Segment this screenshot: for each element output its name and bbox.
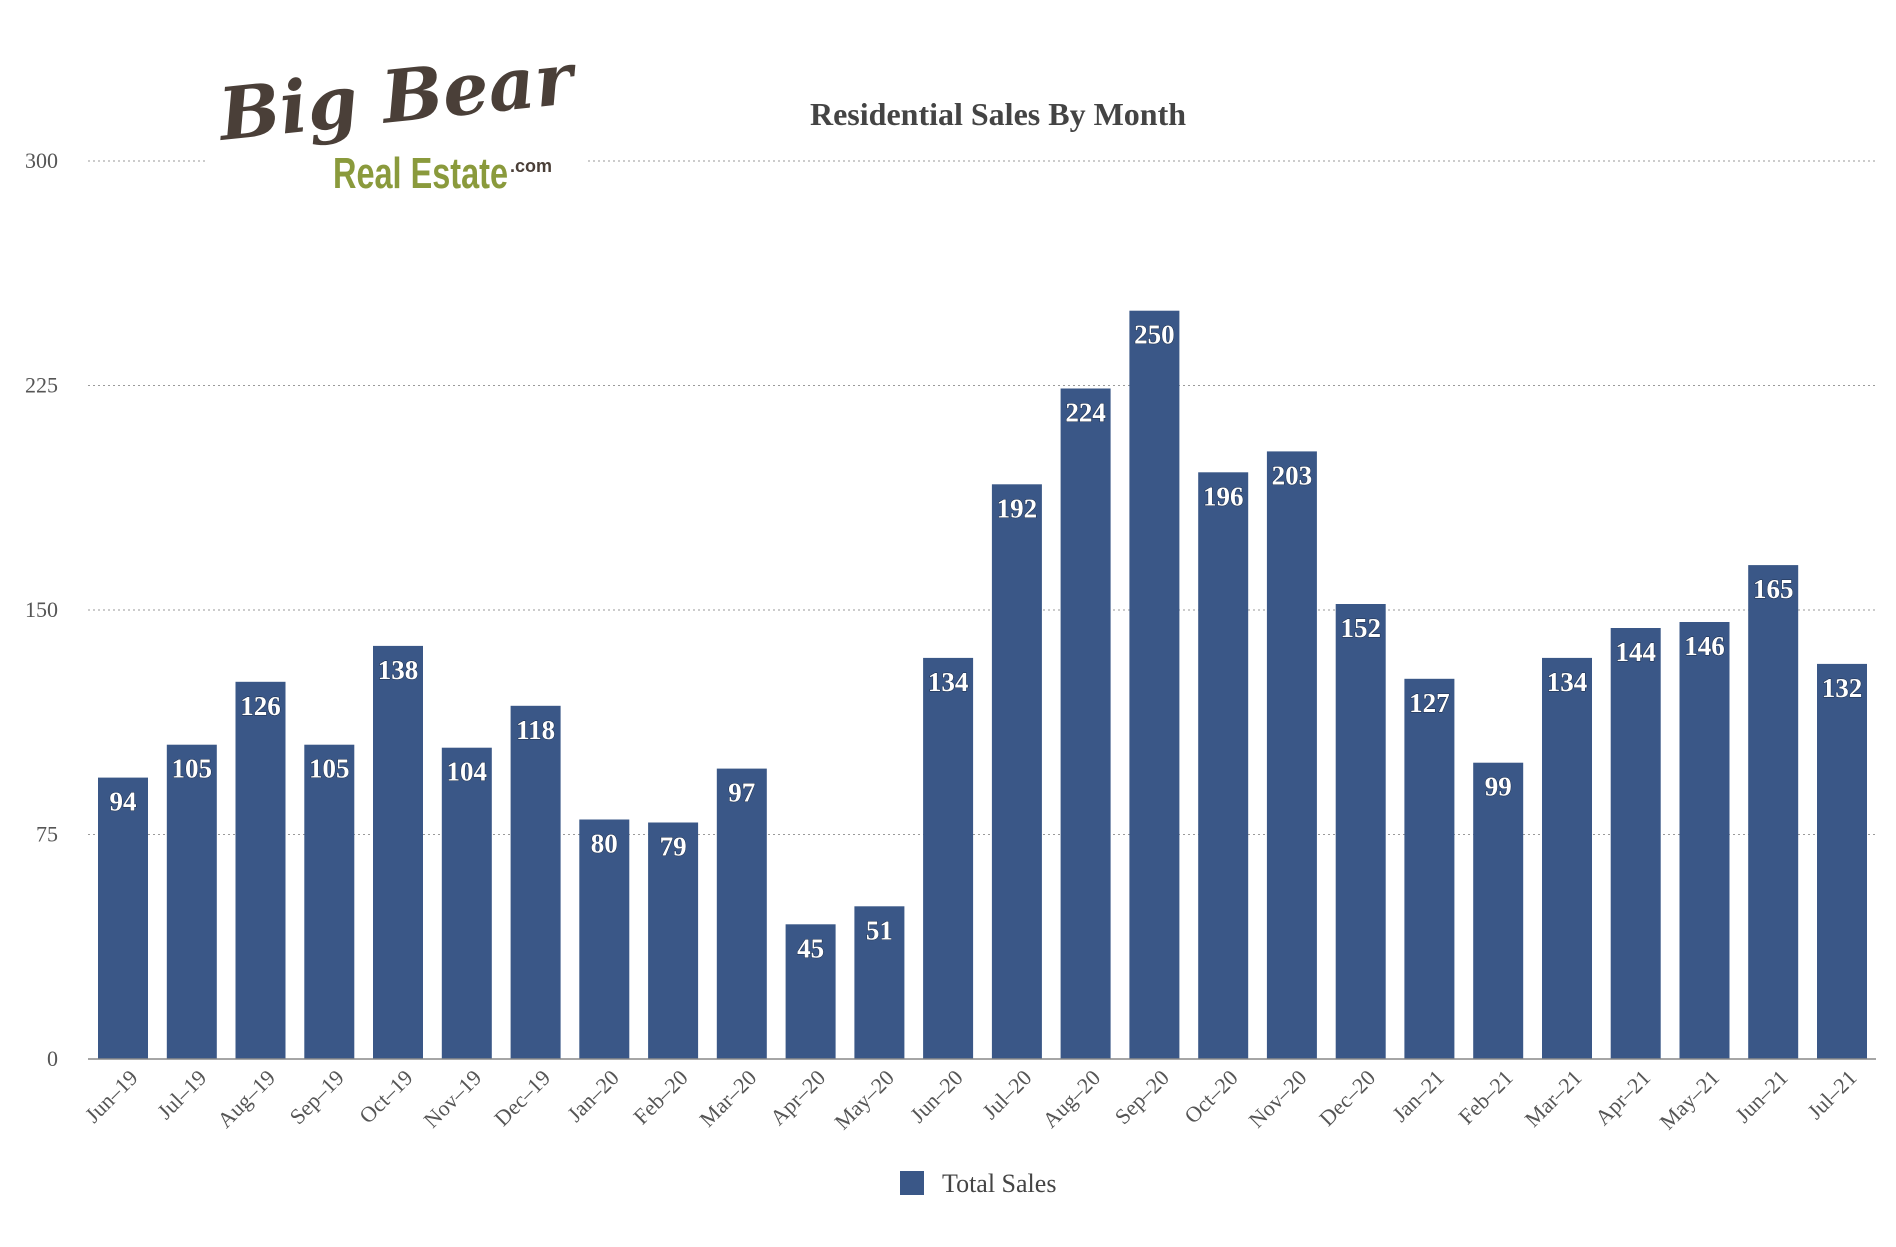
y-tick-label: 75 <box>36 822 58 847</box>
x-tick-label: Feb–21 <box>1453 1065 1517 1129</box>
data-label: 196 <box>1203 481 1244 511</box>
data-label: 250 <box>1134 320 1175 350</box>
x-tick-label: Jun–19 <box>80 1065 143 1128</box>
x-tick-label: May–20 <box>829 1065 899 1135</box>
bar-22[interactable] <box>1610 628 1661 1059</box>
y-tick-label: 300 <box>25 148 58 173</box>
x-tick-label: Jun–20 <box>905 1065 968 1128</box>
x-tick-label: Jan–20 <box>562 1065 624 1127</box>
bar-13[interactable] <box>991 484 1042 1059</box>
legend: Total Sales <box>900 1169 1056 1198</box>
x-tick-label: Apr–21 <box>1590 1065 1655 1130</box>
data-label: 80 <box>591 829 618 859</box>
x-tick-label: Apr–20 <box>765 1065 830 1130</box>
y-tick-label: 225 <box>25 373 58 398</box>
x-tick-label: Dec–20 <box>1314 1065 1380 1131</box>
bar-0[interactable] <box>98 777 148 1059</box>
bar-5[interactable] <box>441 747 492 1059</box>
bar-1[interactable] <box>166 744 217 1059</box>
x-tick-label: Jun–21 <box>1730 1065 1793 1128</box>
data-label: 134 <box>928 667 969 697</box>
data-label: 126 <box>240 691 281 721</box>
x-tick-label: Nov–19 <box>419 1065 487 1133</box>
legend-label-total-sales: Total Sales <box>942 1169 1056 1198</box>
data-labels-layer: 94 105 126 105 138 104 118 80 79 97 45 51 134 192 224 2… <box>109 319 1863 964</box>
x-tick-label: Jan–21 <box>1387 1065 1449 1127</box>
data-label: 224 <box>1065 398 1106 428</box>
logo-real-estate-text: Real Estate <box>333 149 508 198</box>
bar-12[interactable] <box>923 657 974 1059</box>
bar-7[interactable] <box>579 819 630 1060</box>
chart-title: Residential Sales By Month <box>810 96 1186 132</box>
data-label: 99 <box>1485 772 1512 802</box>
bar-16[interactable] <box>1198 472 1249 1059</box>
bar-20[interactable] <box>1473 762 1524 1059</box>
bar-9[interactable] <box>716 768 767 1059</box>
data-label: 45 <box>797 933 824 963</box>
data-label: 105 <box>309 754 350 784</box>
x-tick-label: Jul–20 <box>977 1065 1036 1124</box>
bar-25[interactable] <box>1817 663 1867 1059</box>
data-label: 165 <box>1753 574 1794 604</box>
x-tick-label: Oct–20 <box>1179 1065 1242 1128</box>
data-label: 79 <box>660 832 687 862</box>
bar-11[interactable] <box>854 906 905 1059</box>
data-label: 105 <box>172 754 213 784</box>
data-label: 138 <box>378 655 419 685</box>
bar-24[interactable] <box>1748 565 1799 1059</box>
x-tick-label: Nov–20 <box>1244 1065 1312 1133</box>
x-tick-label: Mar–21 <box>1520 1065 1587 1132</box>
bar-19[interactable] <box>1404 678 1455 1059</box>
data-label: 94 <box>110 787 137 817</box>
bar-2[interactable] <box>235 681 286 1059</box>
data-label: 152 <box>1340 613 1381 643</box>
data-label: 97 <box>728 778 755 808</box>
y-axis-ticks: 0 75 150 225 300 <box>25 148 58 1071</box>
bar-8[interactable] <box>648 822 699 1060</box>
x-tick-label: Aug–20 <box>1037 1065 1105 1133</box>
bar-21[interactable] <box>1542 657 1592 1059</box>
bars-layer <box>98 310 1867 1060</box>
legend-swatch <box>900 1171 924 1195</box>
data-label: 192 <box>997 493 1038 523</box>
bar-23[interactable] <box>1679 622 1730 1059</box>
x-tick-label: Aug–19 <box>212 1065 280 1133</box>
big-bear-real-estate-logo: Big Bear Real Estate .com <box>205 35 585 198</box>
bar-18[interactable] <box>1335 604 1386 1059</box>
data-label: 104 <box>447 757 488 787</box>
x-tick-label: Dec–19 <box>489 1065 555 1131</box>
y-tick-label: 0 <box>47 1046 58 1071</box>
y-tick-label: 150 <box>25 597 58 622</box>
x-tick-label: May–21 <box>1655 1065 1725 1135</box>
bar-6[interactable] <box>510 705 561 1059</box>
x-tick-label: Sep–20 <box>1110 1065 1174 1129</box>
x-tick-label: Mar–20 <box>694 1065 761 1132</box>
data-label: 203 <box>1272 460 1313 490</box>
grid-layer <box>88 160 1876 835</box>
x-tick-label: Jul–19 <box>152 1065 211 1124</box>
x-tick-label: Feb–20 <box>628 1065 692 1129</box>
bar-15[interactable] <box>1129 310 1180 1059</box>
data-label: 134 <box>1547 667 1588 697</box>
data-label: 51 <box>866 915 893 945</box>
bar-4[interactable] <box>373 645 423 1059</box>
data-label: 146 <box>1684 631 1725 661</box>
x-tick-label: Oct–19 <box>354 1065 417 1128</box>
x-axis-ticks: Jun–19 Jul–19 Aug–19 Sep–19 Oct–19 Nov–19 Dec–… <box>80 1065 1862 1135</box>
bar-17[interactable] <box>1266 451 1317 1059</box>
bar-10[interactable] <box>785 924 836 1059</box>
logo-background <box>205 75 585 195</box>
x-tick-label: Sep–19 <box>284 1065 348 1129</box>
data-label: 127 <box>1409 688 1450 718</box>
x-tick-label: Jul–21 <box>1802 1065 1861 1124</box>
logo-domain-suffix: .com <box>510 156 552 176</box>
data-label: 118 <box>516 715 555 745</box>
data-label: 132 <box>1822 673 1863 703</box>
bar-14[interactable] <box>1060 388 1111 1060</box>
data-label: 144 <box>1615 637 1656 667</box>
bar-3[interactable] <box>304 744 355 1059</box>
